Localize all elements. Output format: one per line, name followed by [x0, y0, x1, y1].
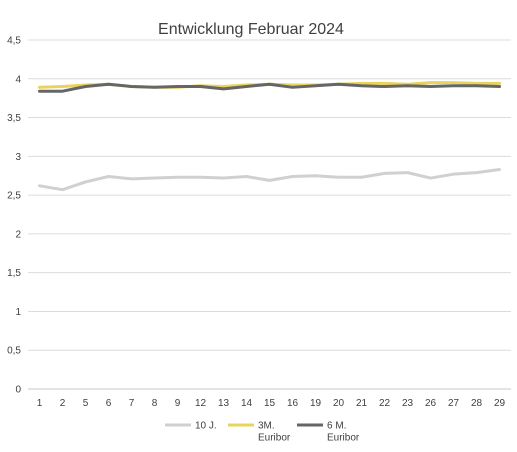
legend-label-line: 6 M.	[327, 421, 346, 432]
legend-label-line: 10 J.	[195, 421, 217, 432]
x-tick-label: 14	[241, 398, 253, 409]
x-tick-label: 1	[37, 398, 43, 409]
y-axis-ticks: 0 0,5 1 1,5 2 2,5 3 3,5 4 4,5	[7, 36, 21, 396]
x-tick-label: 2	[60, 398, 66, 409]
x-tick-label: 5	[83, 398, 89, 409]
y-tick-label: 2	[15, 229, 21, 240]
x-tick-label: 29	[494, 398, 506, 409]
y-tick-label: 3	[15, 152, 21, 163]
x-tick-label: 7	[129, 398, 135, 409]
series-line-2	[38, 82, 501, 93]
legend-label-2: 6 M. Euribor	[327, 421, 360, 444]
x-tick-label: 15	[264, 398, 276, 409]
x-tick-label: 9	[175, 398, 181, 409]
x-tick-label: 8	[152, 398, 158, 409]
y-tick-label: 4,5	[7, 36, 21, 47]
x-tick-label: 12	[195, 398, 207, 409]
y-tick-label: 4	[15, 74, 21, 85]
x-tick-label: 6	[106, 398, 112, 409]
x-tick-label: 19	[310, 398, 322, 409]
x-tick-label: 21	[356, 398, 368, 409]
x-tick-label: 28	[471, 398, 483, 409]
y-tick-label: 1,5	[7, 268, 21, 279]
y-tick-label: 1	[15, 307, 21, 318]
y-tick-label: 2,5	[7, 191, 21, 202]
x-tick-label: 27	[448, 398, 460, 409]
x-tick-label: 22	[379, 398, 391, 409]
x-axis-ticks: 1 2 5 6 7 8 9 12 13 14 15 16 19 20 21 22 23 26 27 28 29	[37, 398, 506, 409]
y-tick-label: 0	[15, 385, 21, 396]
series-layer	[38, 81, 501, 192]
chart-title: Entwicklung Februar 2024	[158, 21, 344, 38]
x-tick-label: 13	[218, 398, 230, 409]
x-tick-label: 26	[425, 398, 437, 409]
legend-label-0: 10 J.	[195, 421, 217, 432]
legend-label-line: Euribor	[327, 433, 360, 444]
x-tick-label: 20	[333, 398, 345, 409]
legend-label-line: Euribor	[258, 433, 291, 444]
series-line-0	[38, 168, 501, 192]
x-tick-label: 23	[402, 398, 414, 409]
y-tick-label: 3,5	[7, 113, 21, 124]
y-tick-label: 0,5	[7, 346, 21, 357]
legend-label-1: 3M. Euribor	[258, 421, 291, 444]
x-tick-label: 16	[287, 398, 299, 409]
grid-layer	[28, 39, 511, 390]
legend-label-line: 3M.	[258, 421, 275, 432]
